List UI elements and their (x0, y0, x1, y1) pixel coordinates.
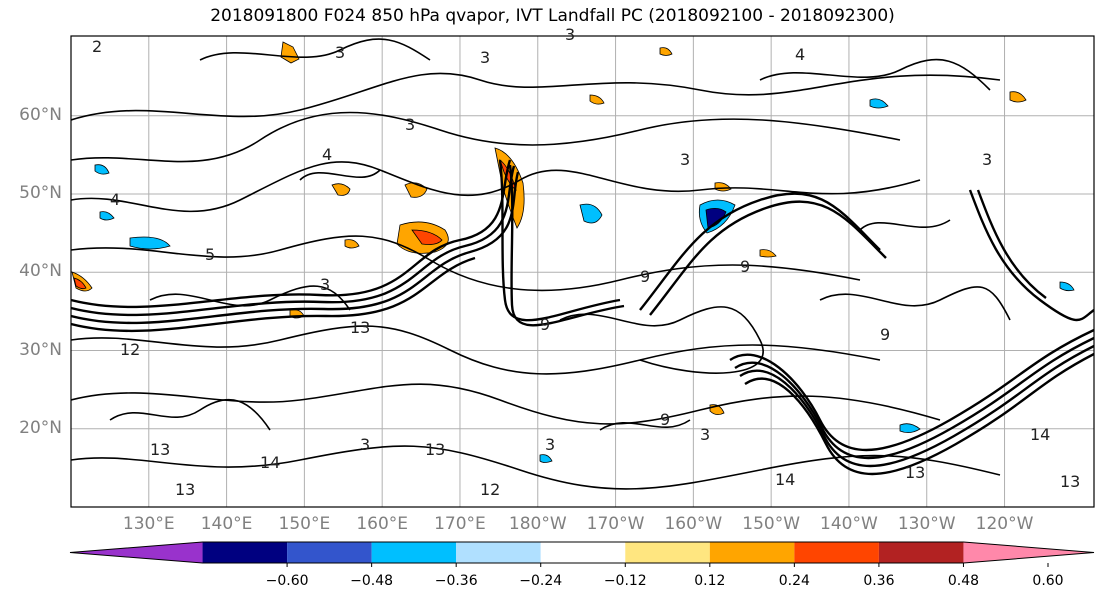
contour-label: 3 (565, 25, 575, 44)
colorbar-tick-label: −0.12 (603, 573, 647, 589)
colorbar-segment (709, 542, 795, 563)
contour-label: 3 (405, 115, 415, 134)
contour-label: 9 (640, 267, 650, 286)
contour-label: 3 (320, 275, 330, 294)
contour-label: 12 (480, 480, 500, 499)
longitude-tick-label: 130°E (122, 514, 175, 534)
contour-label: 13 (350, 318, 370, 337)
longitude-tick-label: 140°W (820, 514, 878, 534)
contour-label: 13 (175, 480, 195, 499)
contour-label: 14 (775, 470, 795, 489)
contour-label: 13 (425, 440, 445, 459)
longitude-tick-label: 130°W (897, 514, 956, 534)
colorbar-outline (69, 541, 1095, 564)
contour-label: 2 (92, 37, 102, 56)
colorbar-tick-label: −0.24 (519, 573, 563, 589)
contour-label: 12 (120, 340, 140, 359)
colorbar-tick-label: 0.36 (863, 573, 895, 589)
map-frame (70, 35, 1095, 508)
longitude-tick-label: 170°E (434, 514, 486, 534)
contour-label: 9 (740, 257, 750, 276)
ivt-river-bands (71, 159, 1094, 476)
colorbar-tick-label: 0.48 (947, 573, 980, 589)
colorbar-tick-label: −0.36 (434, 573, 478, 589)
contour-label: 3 (680, 150, 690, 169)
longitude-tick-label: 160°W (664, 514, 723, 534)
longitude-tick-label: 150°E (278, 514, 331, 534)
longitude-tick-label: 180°W (508, 514, 567, 534)
colorbar-segment (625, 542, 710, 563)
colorbar-segment (456, 542, 541, 563)
longitude-tick-label: 160°E (356, 514, 409, 534)
colorbar-segment (287, 542, 372, 563)
colorbar-tick-label: −0.60 (265, 573, 309, 589)
colorbar-tick-label: 0.60 (1032, 573, 1064, 589)
contour-label: 3 (545, 435, 555, 454)
colorbar-tick-label: −0.48 (350, 573, 394, 589)
contour-label: 13 (905, 463, 925, 482)
contour-label: 3 (480, 48, 490, 67)
colorbar-tick-label: 0.24 (778, 573, 810, 589)
ivt-contours-thin (71, 38, 1011, 490)
longitude-tick-label: 120°W (975, 514, 1034, 534)
latitude-tick-label: 20°N (19, 417, 62, 438)
graticule (71, 36, 1094, 507)
longitude-tick-label: 140°E (200, 514, 253, 534)
contour-label: 14 (1030, 425, 1050, 444)
latitude-tick-label: 30°N (19, 339, 62, 360)
colorbar-extend-high (963, 542, 1094, 563)
contour-label: 4 (322, 145, 332, 164)
colorbar-tick-label: 0.12 (694, 573, 726, 589)
contour-labels: 2 3 3 3 4 3 4 3 4 5 3 3 9 9 12 13 13 3 3 13 12 13 14 9 3 14 13 14 13… (92, 25, 1080, 499)
latitude-tick-label: 50°N (19, 183, 62, 204)
longitude-tick-label: 150°W (742, 514, 801, 534)
colorbar-segment (202, 542, 288, 563)
contour-label: 13 (150, 440, 170, 459)
contour-label: 3 (360, 435, 370, 454)
latitude-tick-label: 60°N (19, 104, 62, 125)
contour-label: 9 (880, 325, 890, 344)
contour-label: 3 (335, 43, 345, 62)
contour-label: 3 (700, 425, 710, 444)
contour-label: 13 (1060, 472, 1080, 491)
contour-label: 14 (260, 453, 280, 472)
colorbar-segment (878, 542, 964, 563)
longitude-tick-label: 170°W (586, 514, 645, 534)
colorbar-extend-low (70, 542, 203, 563)
contour-label: 4 (110, 190, 120, 209)
latitude-tick-label: 40°N (19, 261, 62, 282)
contour-label: 4 (795, 45, 805, 64)
contour-label: 9 (540, 315, 550, 334)
map-title: 2018091800 F024 850 hPa qvapor, IVT Land… (210, 6, 895, 26)
colorbar-segment (794, 542, 879, 563)
colorbar-segment (540, 542, 626, 563)
contour-label: 5 (205, 245, 215, 264)
contour-label: 3 (982, 150, 992, 169)
colorbar-segment (371, 542, 457, 563)
contour-label: 9 (660, 410, 670, 429)
